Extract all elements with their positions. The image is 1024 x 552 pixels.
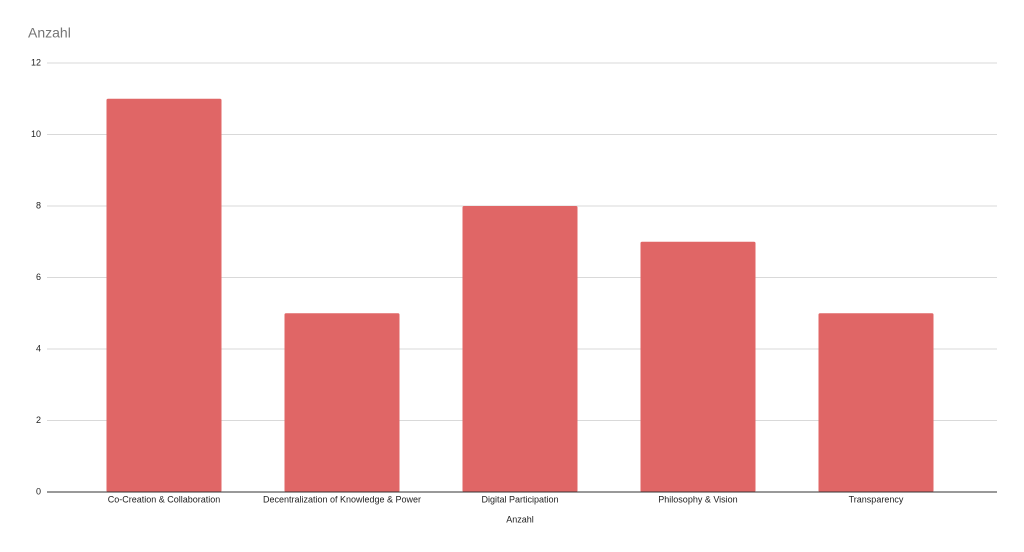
chart-title: Anzahl xyxy=(28,25,71,41)
bar xyxy=(462,206,578,492)
y-tick-label: 12 xyxy=(31,57,41,67)
bar xyxy=(106,98,222,492)
y-tick-label: 8 xyxy=(36,200,41,210)
x-axis-title: Anzahl xyxy=(506,514,534,524)
y-tick-label: 10 xyxy=(31,129,41,139)
y-tick-label: 6 xyxy=(36,272,41,282)
bar xyxy=(818,313,934,492)
x-tick-label: Philosophy & Vision xyxy=(658,494,737,504)
bar xyxy=(284,313,400,492)
x-tick-label: Decentralization of Knowledge & Power xyxy=(263,494,421,504)
x-tick-label: Transparency xyxy=(849,494,904,504)
y-tick-label: 0 xyxy=(36,486,41,496)
y-tick-label: 4 xyxy=(36,343,41,353)
bar xyxy=(640,241,756,492)
y-tick-label: 2 xyxy=(36,415,41,425)
x-tick-label: Co-Creation & Collaboration xyxy=(108,494,221,504)
x-tick-label: Digital Participation xyxy=(481,494,558,504)
